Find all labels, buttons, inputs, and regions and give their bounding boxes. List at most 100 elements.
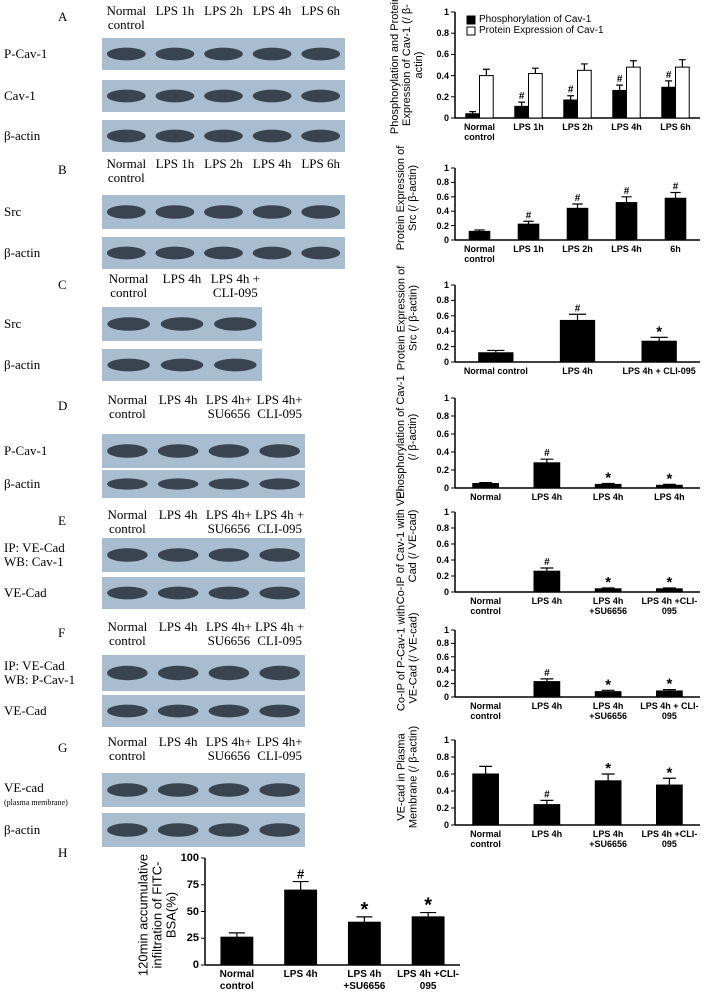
- x-tick-label: LPS 1h: [513, 244, 544, 254]
- y-tick-label: 1: [443, 393, 449, 403]
- lane-label: LPS 4h+ SU6656: [205, 392, 252, 421]
- significance-marker: #: [673, 181, 679, 192]
- lane-label: LPS 1h: [155, 156, 195, 171]
- y-tick-label: 0.8: [436, 28, 449, 39]
- bar: [559, 319, 596, 363]
- x-tick-label: LPS 4h +SU6656: [343, 969, 386, 992]
- row-label: P-Cav-1: [4, 443, 48, 458]
- x-tick-label: Normal control: [470, 596, 502, 616]
- y-tick-label: 0.6: [436, 310, 449, 321]
- y-axis-label: Co-IP of Cav-1 with VE-Cad (/ VE-cad): [395, 487, 419, 605]
- y-tick-label: 0.6: [436, 769, 449, 779]
- y-tick-label: 1: [443, 735, 449, 745]
- bar: [284, 889, 318, 966]
- panel-letter: F: [58, 625, 66, 640]
- significance-marker: #: [575, 193, 581, 204]
- blot-band: [208, 823, 250, 837]
- blot-band: [155, 129, 195, 143]
- y-tick-label: 0.2: [436, 571, 449, 581]
- lane-label: Normal control: [107, 392, 148, 421]
- y-axis-label: Protein Expression of Src (/ β-actin): [395, 145, 419, 251]
- blot-band: [107, 665, 148, 681]
- blot-band: [204, 47, 243, 61]
- y-tick-label: 0.2: [436, 91, 449, 102]
- blot-band: [252, 89, 292, 103]
- y-tick-label: 1: [443, 7, 449, 17]
- error-bar: [567, 95, 575, 100]
- lane-label: LPS 4h: [162, 271, 202, 286]
- blot-band: [107, 317, 150, 331]
- y-tick-label: 0: [443, 235, 449, 245]
- error-bar: [662, 777, 676, 786]
- error-bar: [487, 349, 505, 353]
- y-tick-label: 0.8: [436, 177, 449, 188]
- x-tick-label: LPS 4h: [654, 492, 685, 502]
- blot-band: [155, 47, 195, 61]
- error-bar: [616, 84, 624, 91]
- y-tick-label: 0.6: [436, 429, 449, 439]
- legend-swatch: [466, 26, 476, 36]
- lane-label: LPS 4h + CLI-095: [255, 507, 305, 536]
- blot-band: [204, 205, 243, 219]
- error-bar: [531, 67, 539, 74]
- significance-marker: #: [666, 70, 672, 81]
- y-axis-label: Phosphorylation and Protein Expression o…: [389, 0, 425, 135]
- blot-band: [155, 205, 195, 219]
- y-tick-label: 0.8: [436, 295, 449, 306]
- blot-band: [208, 548, 250, 562]
- lane-label: LPS 4h: [158, 507, 198, 522]
- significance-marker: *: [360, 899, 368, 921]
- blot-band: [301, 89, 341, 103]
- y-tick-label: 1: [443, 507, 449, 517]
- x-tick-label: LPS 4h: [531, 829, 563, 839]
- x-tick-label: Normal: [470, 492, 502, 502]
- significance-marker: #: [617, 74, 623, 85]
- row-note: (plasma membrane): [4, 798, 68, 807]
- x-tick-label: Normal control: [463, 244, 495, 264]
- lane-label: Normal control: [106, 3, 147, 32]
- blot-band: [252, 246, 292, 260]
- bar: [528, 72, 543, 119]
- y-tick-label: 1: [443, 163, 449, 173]
- x-tick-label: LPS 4h: [531, 596, 563, 606]
- x-tick-label: LPS 4h +CLI-095: [397, 969, 460, 992]
- x-tick-label: Normal control: [463, 122, 495, 142]
- y-axis-label: Protein Expression of Src (/ β-actin): [395, 265, 419, 370]
- y-tick-label: 0.8: [436, 411, 449, 421]
- blot-band: [252, 47, 292, 61]
- lane-label: Normal control: [107, 734, 148, 763]
- lane-label: LPS 6h: [301, 156, 341, 171]
- blot-band: [157, 586, 199, 600]
- lane-label: LPS 4h + CLI-095: [210, 271, 260, 300]
- significance-marker: *: [605, 676, 611, 693]
- lane-label: Normal control: [107, 507, 148, 536]
- blot-band: [157, 444, 199, 458]
- bar: [533, 462, 561, 489]
- bar: [478, 352, 514, 363]
- blot-band: [208, 586, 250, 600]
- error-bar: [474, 229, 485, 232]
- bar: [594, 780, 622, 826]
- blot-band: [107, 478, 148, 490]
- lane-label: LPS 4h+ SU6656: [205, 507, 252, 536]
- blot-band: [259, 823, 300, 837]
- error-bar: [670, 191, 681, 199]
- error-bar: [540, 678, 554, 682]
- blot-band: [107, 444, 148, 458]
- bar: [517, 223, 540, 241]
- bar: [675, 66, 690, 119]
- lane-label: LPS 4h+ SU6656: [205, 619, 252, 648]
- y-tick-label: 0: [443, 587, 449, 597]
- error-bar: [469, 111, 477, 114]
- error-bar: [662, 689, 676, 691]
- y-tick-label: 0: [443, 820, 449, 830]
- error-bar: [228, 932, 245, 938]
- bar: [220, 936, 254, 966]
- legend-swatch: [466, 15, 476, 25]
- y-tick-label: 50: [186, 905, 199, 918]
- y-tick-label: 0.4: [436, 326, 449, 337]
- y-tick-label: 1: [443, 625, 449, 635]
- significance-marker: *: [666, 574, 672, 591]
